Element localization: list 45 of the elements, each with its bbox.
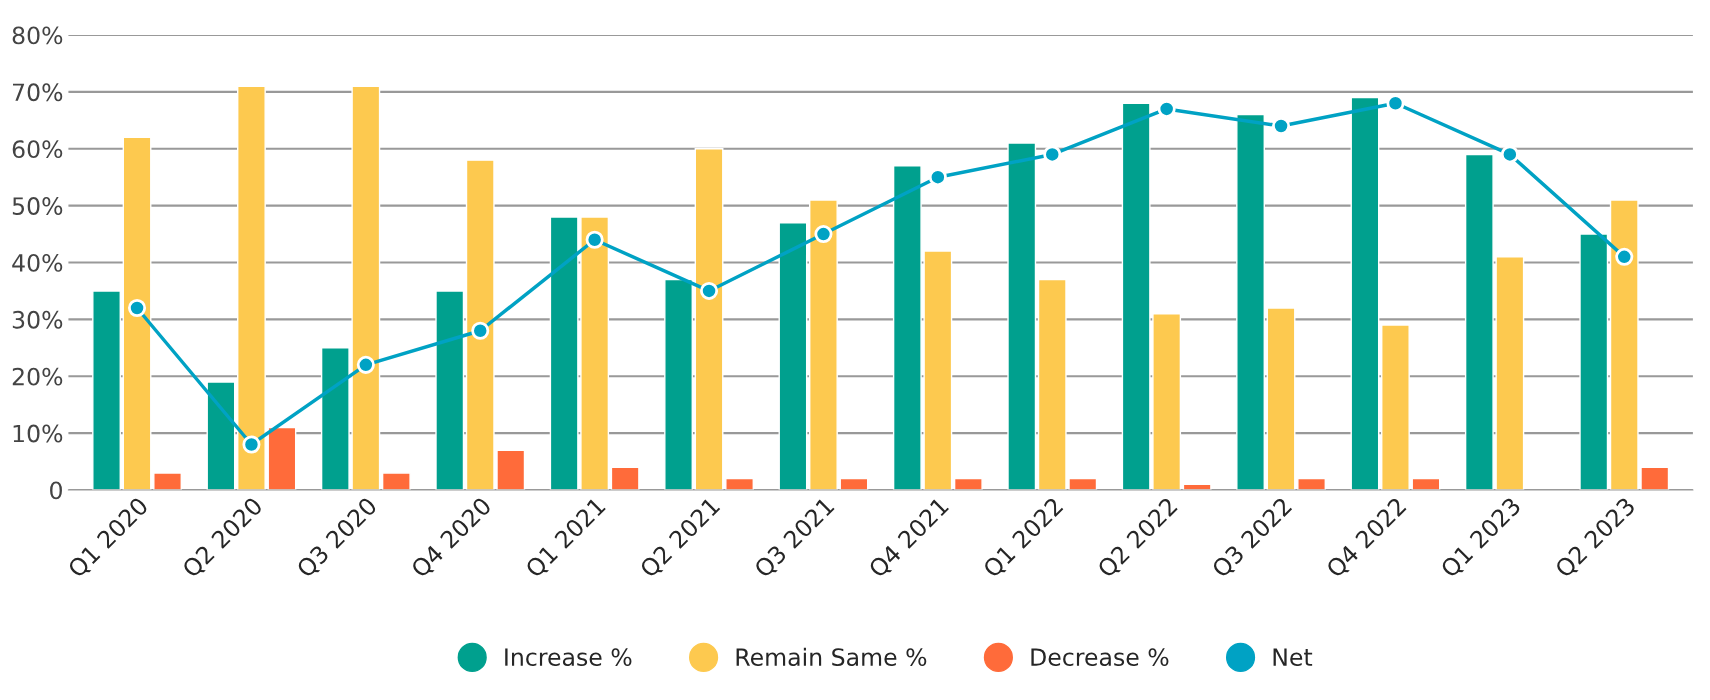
bar: [1266, 307, 1296, 490]
bar: [664, 278, 693, 490]
y-tick-label: 60%: [12, 140, 63, 159]
bar: [694, 148, 724, 490]
bar: [435, 290, 465, 490]
bar: [1579, 233, 1609, 490]
point: [1615, 247, 1634, 266]
legend-label: Remain Same %: [736, 647, 927, 667]
bar: [1236, 113, 1265, 490]
bar: [1007, 142, 1037, 490]
point: [242, 435, 261, 454]
bar: [725, 477, 754, 490]
bar: [237, 85, 266, 490]
y-tick-label: 0: [50, 481, 62, 500]
bar: [809, 199, 838, 490]
bar: [92, 290, 121, 490]
point: [356, 355, 375, 374]
bar: [1350, 96, 1380, 490]
bar: [206, 381, 236, 490]
legend-label: Increase %: [505, 648, 632, 667]
bar: [953, 477, 983, 490]
bar: [267, 426, 297, 490]
point: [585, 230, 604, 249]
bar: [1381, 324, 1410, 490]
point: [471, 321, 490, 340]
y-tick-label: 20%: [12, 367, 63, 386]
bar: [610, 466, 640, 490]
y-tick-label: 40%: [12, 253, 63, 272]
bar: [1297, 477, 1326, 490]
y-tick-label: 80%: [12, 26, 63, 45]
legend-label: Net: [1273, 648, 1313, 667]
point: [1272, 116, 1291, 136]
bar: [153, 472, 182, 490]
bar: [122, 136, 152, 490]
bar: [778, 221, 808, 490]
legend-label: Decrease %: [1031, 648, 1169, 667]
y-tick-label: 30%: [12, 310, 63, 329]
point: [128, 298, 147, 318]
point: [814, 225, 833, 244]
y-tick-label: 50%: [12, 197, 63, 215]
point: [700, 281, 719, 300]
y-tick-label: 10%: [13, 424, 63, 443]
bar: [381, 472, 411, 490]
point: [1500, 145, 1519, 164]
y-tick-label: 70%: [13, 83, 63, 102]
